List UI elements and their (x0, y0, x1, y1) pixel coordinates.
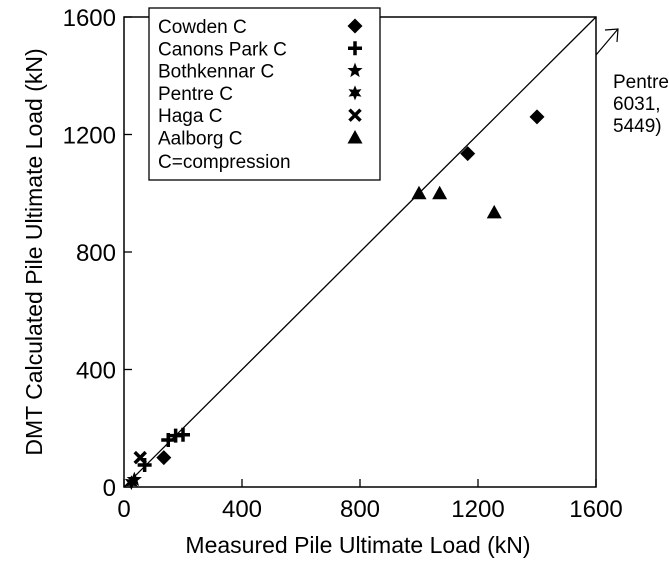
x-tick-label: 800 (340, 496, 380, 523)
annotation-line-3: 5449) (613, 116, 662, 137)
series-bothkennar-c (126, 471, 142, 487)
data-point (126, 471, 142, 487)
y-tick-label: 800 (76, 240, 116, 267)
data-point (486, 204, 502, 219)
legend-label: Haga C (158, 106, 222, 127)
data-point (156, 450, 172, 466)
x-tick-label: 1200 (451, 496, 504, 523)
data-point (432, 185, 448, 200)
legend-marker (348, 41, 362, 56)
legend-marker (348, 108, 362, 122)
data-point (133, 450, 147, 465)
legend-label: Bothkennar C (158, 62, 274, 83)
y-axis-label: DMT Calculated Pile Ultimate Load (kN) (21, 48, 47, 455)
one-to-one-line (123, 16, 597, 488)
legend-marker (347, 18, 363, 34)
x-tick-label: 400 (222, 496, 262, 523)
legend-label: Pentre C (158, 84, 233, 105)
data-point (529, 109, 545, 125)
legend-marker (347, 130, 363, 144)
data-point (124, 475, 138, 491)
legend-marker (347, 62, 363, 78)
data-point (411, 185, 427, 200)
data-point (161, 433, 176, 447)
annotation-line-1: Pentre (613, 72, 669, 93)
series-canons-park-c (137, 427, 190, 472)
annotation-line-2: 6031, (613, 94, 661, 115)
y-tick-label: 1200 (63, 123, 116, 150)
series-haga-c (133, 450, 147, 465)
series-pentre-c (124, 475, 138, 491)
x-tick-label: 0 (117, 496, 130, 523)
annotation-arrow-head (604, 28, 619, 43)
x-tick-label: 1600 (569, 496, 622, 523)
x-axis-label: Measured Pile Ultimate Load (kN) (185, 532, 530, 558)
legend-label: Canons Park C (158, 39, 287, 60)
y-tick-label: 1600 (63, 5, 116, 32)
y-tick-label: 400 (76, 358, 116, 385)
axis-ticks: 0 400 800 1200 1600 0 400 800 1200 1600 (63, 5, 623, 523)
data-point (176, 427, 190, 442)
pentre-annotation: Pentre 6031, 5449) (595, 28, 669, 137)
legend-label: Aalborg C (158, 129, 243, 150)
y-tick-label: 0 (103, 475, 116, 502)
data-marks (124, 109, 545, 491)
legend-marker (348, 85, 362, 101)
series-aalborg-c (411, 185, 502, 219)
series-cowden-c (156, 109, 545, 466)
data-point (460, 146, 476, 162)
legend-box (148, 7, 381, 181)
annotation-arrow-shaft (595, 28, 619, 56)
legend-label: Cowden C (158, 17, 247, 38)
legend-note: C=compression (158, 152, 291, 173)
